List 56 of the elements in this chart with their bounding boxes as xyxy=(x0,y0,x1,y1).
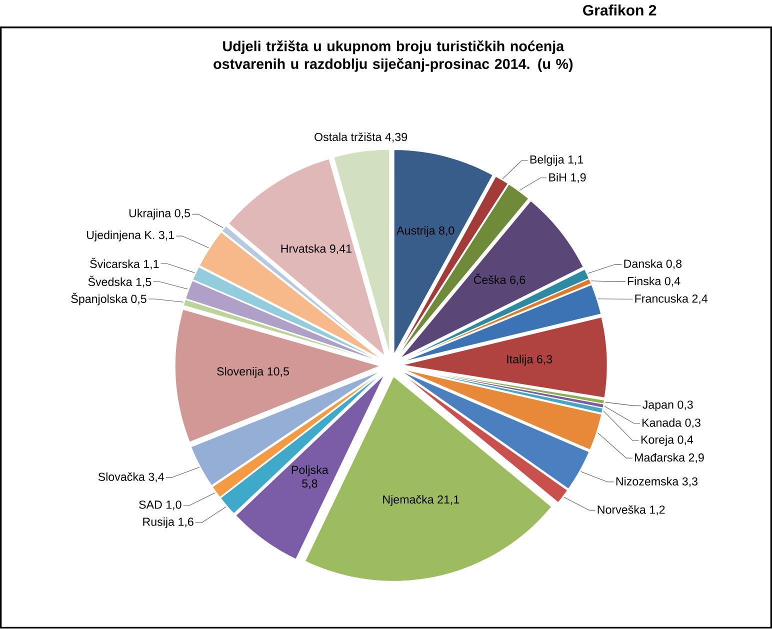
slice-label: Hrvatska xyxy=(281,244,326,254)
slice-label: SAD xyxy=(139,500,162,510)
text: Grafikon 2 xyxy=(583,4,656,16)
data-label: 3,3 xyxy=(682,478,698,488)
data-label: 0,5 xyxy=(131,295,146,305)
data-label: 0,8 xyxy=(666,260,682,270)
slice-label: Poljska xyxy=(292,466,328,476)
data-label: 6,3 xyxy=(537,355,552,365)
data-label: 0,4 xyxy=(664,277,680,287)
data-label: 0,4 xyxy=(678,436,694,446)
slice-label: Mađarska xyxy=(635,453,686,462)
data-label: 8,0 xyxy=(439,226,454,236)
data-label: 1,1 xyxy=(144,260,159,270)
data-label: 6,6 xyxy=(510,276,526,286)
slice-label: BiH xyxy=(549,173,566,182)
slice-label: Rusija xyxy=(143,518,174,528)
data-label: 2,9 xyxy=(688,454,704,464)
slice-label: Finska xyxy=(628,277,662,286)
chart-title: Udjeli tržišta u ukupnom broju turističkih noćenja ostvarenih u razdoblju siječanj-prosinac 2014. (u %) xyxy=(214,40,573,72)
data-label: 4,39 xyxy=(385,133,408,143)
data-label: 10,5 xyxy=(268,368,289,378)
data-label: 3,4 xyxy=(148,472,164,483)
data-label: 5,8 xyxy=(302,480,318,490)
slice-label: Kanada xyxy=(642,418,682,428)
slice-label: Slovenija xyxy=(217,367,264,378)
slice-label: Slovačka xyxy=(98,472,145,482)
slice-label: Ujedinjena K. xyxy=(87,230,154,242)
slice-label: Španjolska xyxy=(71,292,128,306)
slice-label: Italija xyxy=(507,355,534,366)
data-label: 21,1 xyxy=(438,496,460,506)
data-label: 0,3 xyxy=(678,400,693,410)
slice-label: Belgija xyxy=(530,155,564,166)
slice-label: Nizozemska xyxy=(616,477,679,486)
slice-label: Švedska xyxy=(88,276,132,286)
slice-label: Norveška xyxy=(598,505,646,514)
slice-label: Njemačka xyxy=(383,495,434,506)
data-label: 1,2 xyxy=(650,506,665,516)
data-label: 2,4 xyxy=(692,294,708,304)
slice-label: Japan xyxy=(642,400,674,412)
slice-label: Danska xyxy=(624,260,663,268)
data-label: 0,5 xyxy=(174,209,190,219)
data-label: 1,5 xyxy=(136,278,152,288)
slice-label: Austrija xyxy=(396,226,436,238)
slice-label: Ostala tržišta xyxy=(314,132,382,142)
slice-label: Ukrajina xyxy=(129,209,172,220)
slice-label: Češka xyxy=(474,274,506,284)
data-label: 0,3 xyxy=(685,418,700,428)
data-label: 9,41 xyxy=(330,244,352,254)
data-label: 3,1 xyxy=(158,231,174,241)
slice-label: Švicarska xyxy=(90,258,140,268)
data-label: 1,1 xyxy=(568,156,584,166)
data-label: 1,0 xyxy=(166,500,182,510)
data-label: 1,6 xyxy=(178,518,194,528)
slice-label: Francuska xyxy=(635,294,688,303)
slice-label: Koreja xyxy=(641,435,674,446)
data-label: 1,9 xyxy=(571,174,586,184)
